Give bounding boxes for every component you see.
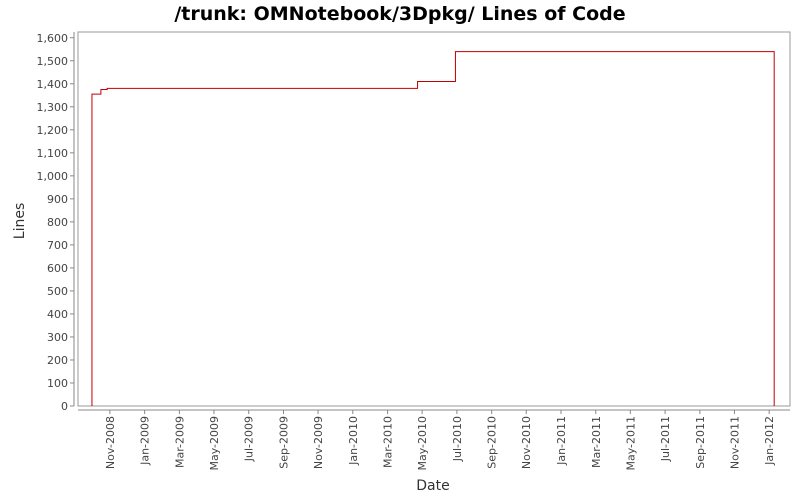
y-tick-label: 1,000 <box>37 170 69 183</box>
x-tick-label: Sep-2011 <box>694 416 707 469</box>
x-tick-label: Mar-2011 <box>590 416 603 468</box>
x-tick-label: May-2009 <box>208 416 221 471</box>
y-tick-label: 500 <box>47 285 68 298</box>
y-tick-label: 1,100 <box>37 147 69 160</box>
x-tick-label: Jan-2011 <box>555 416 568 466</box>
x-tick-label: Jul-2010 <box>451 416 464 462</box>
x-tick-label: May-2011 <box>624 416 637 471</box>
chart-title: /trunk: OMNotebook/3Dpkg/ Lines of Code <box>174 3 625 25</box>
x-tick-label: Mar-2009 <box>173 416 186 468</box>
x-axis-label: Date <box>416 478 449 494</box>
y-tick-label: 400 <box>47 308 68 321</box>
x-tick-label: Jan-2009 <box>139 416 152 466</box>
y-tick-label: 1,200 <box>37 124 69 137</box>
y-tick-label: 1,400 <box>37 78 69 91</box>
y-tick-label: 600 <box>47 262 68 275</box>
x-tick-label: Nov-2008 <box>104 416 117 469</box>
y-tick-label: 0 <box>61 400 68 413</box>
y-tick-label: 700 <box>47 239 68 252</box>
x-tick-label: Nov-2011 <box>728 416 741 469</box>
y-tick-label: 200 <box>47 354 68 367</box>
x-tick-label: Nov-2010 <box>520 416 533 469</box>
x-tick-label: May-2010 <box>416 416 429 471</box>
x-tick-label: Jan-2010 <box>347 416 360 466</box>
y-tick-label: 300 <box>47 331 68 344</box>
x-tick-label: Sep-2009 <box>277 416 290 469</box>
x-tick-label: Jul-2011 <box>659 416 672 462</box>
y-axis-label: Lines <box>12 203 28 239</box>
x-tick-label: Nov-2009 <box>312 416 325 469</box>
x-tick-label: Jan-2012 <box>763 416 776 466</box>
y-tick-label: 1,500 <box>37 55 69 68</box>
y-tick-label: 1,600 <box>37 32 69 45</box>
step-line <box>91 51 775 406</box>
y-tick-label: 900 <box>47 193 68 206</box>
x-tick-label: Jul-2009 <box>243 416 256 462</box>
y-tick-label: 100 <box>47 377 68 390</box>
y-tick-label: 1,300 <box>37 101 69 114</box>
x-tick-label: Sep-2010 <box>486 416 499 469</box>
x-tick-label: Mar-2010 <box>382 416 395 468</box>
y-tick-label: 800 <box>47 216 68 229</box>
plot-area <box>77 31 791 407</box>
